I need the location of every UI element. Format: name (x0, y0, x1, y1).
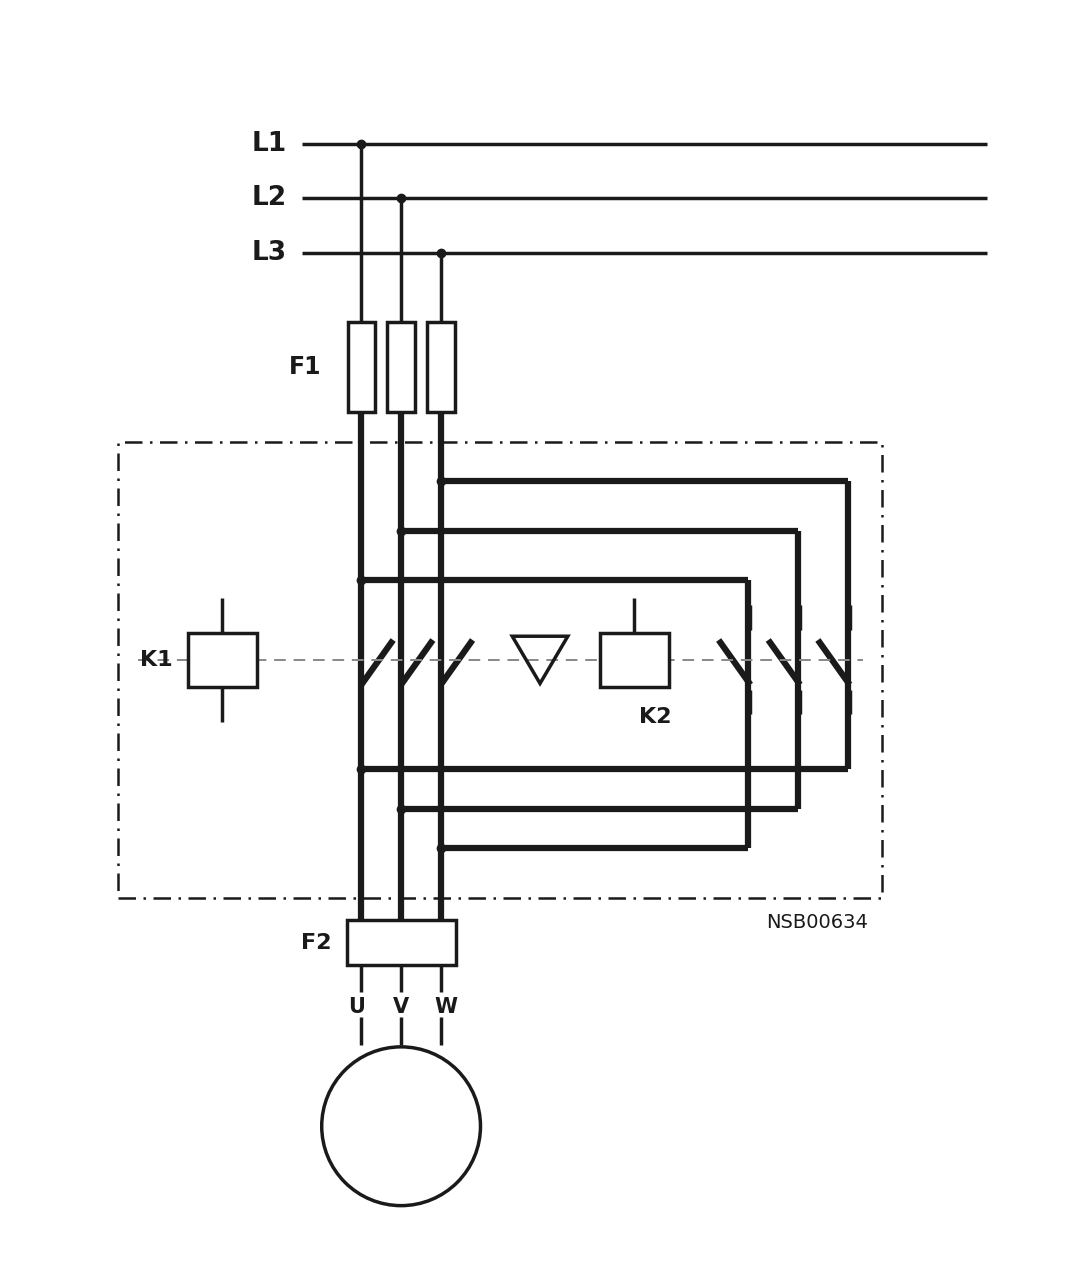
Text: K1: K1 (140, 650, 173, 669)
Text: F1: F1 (289, 355, 322, 379)
Text: L3: L3 (251, 239, 287, 266)
Text: W: W (434, 997, 457, 1018)
Bar (346, 920, 456, 965)
Text: M: M (387, 1091, 415, 1119)
Bar (426, 323, 455, 412)
Circle shape (322, 1047, 481, 1206)
Text: 3~: 3~ (385, 1138, 418, 1158)
Bar (599, 632, 669, 687)
Text: K2: K2 (640, 707, 671, 727)
Text: NSB00634: NSB00634 (766, 913, 867, 932)
Text: L2: L2 (251, 186, 287, 211)
Bar (119, 442, 882, 899)
Bar (387, 323, 415, 412)
Text: L1: L1 (251, 131, 287, 157)
Text: U: U (348, 997, 364, 1018)
Bar (188, 632, 257, 687)
Text: F2: F2 (301, 933, 332, 952)
Text: V: V (393, 997, 409, 1018)
Bar (347, 323, 375, 412)
